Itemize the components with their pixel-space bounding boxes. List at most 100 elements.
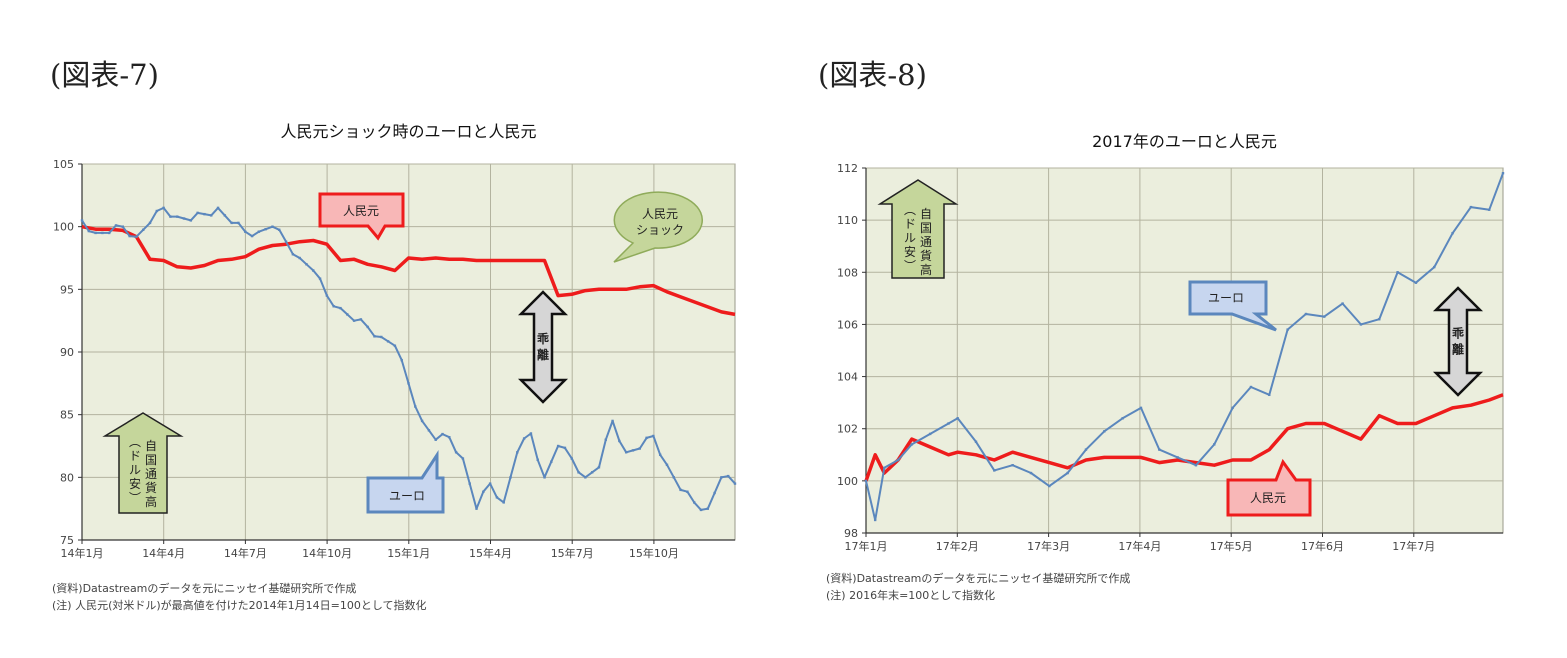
euro-callout-text: ユーロ — [389, 489, 425, 503]
y-tick-label: 112 — [837, 162, 858, 175]
euro-marker — [94, 231, 97, 235]
y-tick-label: 110 — [837, 214, 858, 227]
euro-marker — [590, 471, 594, 474]
appreciation-char: 自 — [920, 207, 932, 221]
euro-marker — [1158, 448, 1161, 451]
euro-marker — [182, 217, 186, 220]
x-tick-label: 17年5月 — [1210, 539, 1253, 553]
euro-marker — [672, 476, 675, 479]
euro-marker — [162, 206, 165, 210]
x-tick-label: 17年2月 — [936, 539, 979, 553]
euro-marker — [1103, 430, 1106, 433]
euro-marker — [556, 444, 560, 448]
euro-marker — [1139, 406, 1143, 410]
dollar-weak-char: 安 — [129, 476, 141, 491]
euro-marker — [692, 501, 696, 504]
shock-callout-shape — [613, 191, 704, 263]
euro-marker — [1213, 443, 1216, 446]
y-tick-label: 105 — [53, 158, 74, 171]
euro-marker — [414, 405, 417, 408]
euro-marker — [993, 469, 996, 472]
x-tick-label: 17年7月 — [1392, 539, 1435, 553]
euro-callout: ユーロ — [366, 449, 445, 514]
x-tick-label: 14年10月 — [302, 546, 352, 560]
x-tick-label: 14年4月 — [142, 546, 185, 560]
chart-8-source-note: (資料)Datastreamのデータを元にニッセイ基礎研究所で作成 — [826, 572, 1131, 585]
euro-marker — [618, 439, 621, 443]
euro-marker — [1304, 312, 1308, 316]
euro-marker — [536, 458, 539, 461]
euro-marker — [196, 211, 199, 215]
x-tick-label: 15年7月 — [551, 546, 594, 560]
euro-marker — [910, 443, 914, 446]
euro-marker — [210, 214, 213, 217]
euro-marker — [176, 215, 179, 218]
x-tick-label: 15年1月 — [387, 546, 430, 560]
euro-marker — [658, 453, 662, 456]
euro-marker — [522, 437, 526, 440]
euro-marker — [393, 344, 397, 347]
euro-marker — [543, 476, 546, 479]
euro-marker — [1176, 456, 1179, 459]
euro-marker — [441, 432, 444, 436]
euro-marker — [645, 436, 648, 440]
rmb-callout-shape — [1226, 458, 1312, 517]
dollar-weak-char: ド — [129, 449, 141, 463]
euro-marker — [1121, 417, 1124, 420]
euro-marker — [271, 225, 274, 228]
euro-marker — [420, 419, 424, 423]
euro-marker — [114, 224, 118, 227]
appreciation-char: 国 — [145, 453, 157, 467]
y-tick-label: 100 — [837, 475, 858, 488]
y-tick-label: 104 — [837, 371, 858, 384]
chart-7-source-note: (資料)Datastreamのデータを元にニッセイ基礎研究所で作成 — [52, 582, 357, 595]
euro-marker — [1249, 385, 1253, 389]
euro-marker — [1066, 471, 1069, 475]
euro-marker — [346, 313, 349, 316]
euro-marker — [706, 507, 709, 510]
euro-marker — [427, 429, 431, 432]
euro-marker — [237, 221, 240, 225]
euro-marker — [1414, 281, 1418, 284]
euro-marker — [203, 212, 206, 216]
euro-marker — [482, 490, 485, 493]
euro-marker — [230, 221, 233, 225]
up-arrow-icon — [102, 412, 184, 514]
euro-marker — [570, 457, 573, 460]
euro-marker — [352, 319, 356, 322]
euro-marker — [312, 269, 315, 272]
dollar-weak-char: ル — [129, 463, 141, 477]
euro-marker — [502, 501, 505, 504]
x-tick-label: 17年4月 — [1118, 539, 1161, 553]
euro-marker — [108, 231, 111, 235]
euro-marker — [278, 228, 281, 231]
divergence-char-2: 離 — [537, 347, 549, 362]
y-tick-label: 102 — [837, 423, 858, 436]
euro-callout-shape — [1188, 280, 1277, 332]
rmb-callout-text: 人民元 — [1250, 491, 1286, 505]
euro-marker — [611, 419, 614, 423]
x-tick-label: 17年3月 — [1027, 539, 1070, 553]
divergence-arrow: 乖離 — [517, 290, 569, 404]
chart-7-notes: (資料)Datastreamのデータを元にニッセイ基礎研究所で作成 (注) 人民… — [52, 580, 427, 614]
rmb-callout: 人民元 — [1226, 458, 1312, 517]
euro-marker — [928, 432, 932, 436]
rmb-line — [864, 393, 1504, 482]
euro-marker — [597, 466, 601, 469]
euro-marker — [189, 219, 193, 222]
euro-marker — [400, 358, 403, 362]
euro-marker — [624, 451, 628, 454]
euro-marker — [284, 240, 288, 243]
appreciation-char: 貨 — [920, 248, 932, 263]
euro-marker — [1231, 406, 1234, 410]
shock-callout-text: ショック — [636, 223, 684, 237]
euro-marker — [169, 215, 172, 218]
euro-marker — [135, 235, 138, 238]
euro-marker — [726, 474, 730, 478]
euro-marker — [1396, 271, 1399, 274]
y-tick-label: 108 — [837, 266, 858, 279]
euro-marker — [1029, 471, 1033, 475]
euro-marker — [1084, 448, 1088, 451]
